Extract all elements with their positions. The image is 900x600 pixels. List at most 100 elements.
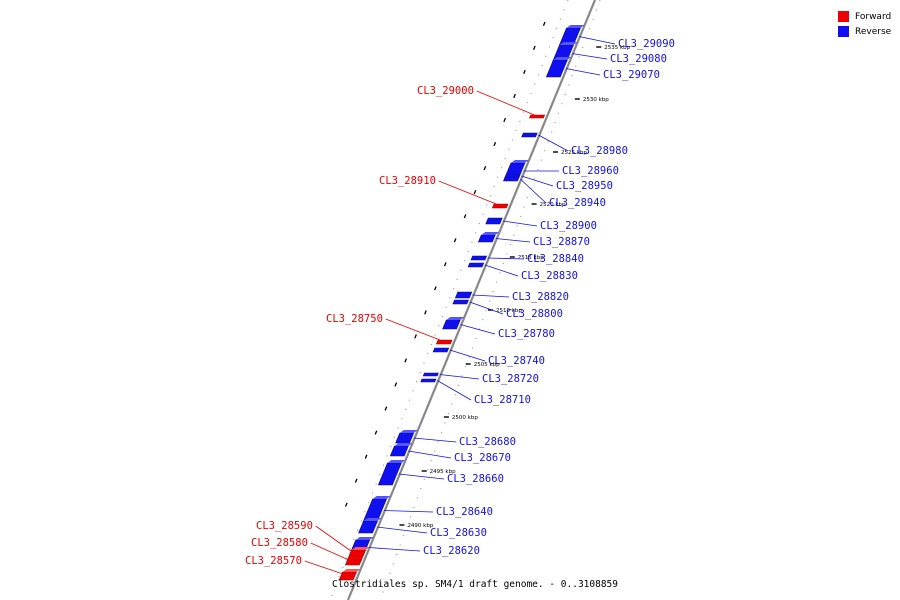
gene-leader-line xyxy=(438,180,502,207)
gene-shape xyxy=(422,372,439,377)
scale-tick-label: 2520 kbp xyxy=(540,202,566,208)
gene-leader-line xyxy=(439,374,480,380)
genome-title: Clostridiales sp. SM4/1 draft genome. - … xyxy=(332,579,618,590)
gene-feature xyxy=(467,262,485,268)
gene-shape xyxy=(395,432,415,444)
gene-feature xyxy=(344,559,362,566)
gene-label: CL3_28780 xyxy=(498,328,555,340)
gene-leader-line xyxy=(310,542,355,563)
gene-shape xyxy=(346,549,367,562)
gene-label: CL3_28910 xyxy=(379,175,436,187)
gene-label: CL3_28660 xyxy=(447,473,504,485)
gene-feature xyxy=(545,57,572,78)
gene-leader-line xyxy=(538,134,569,152)
gene-label: CL3_29000 xyxy=(417,85,474,97)
gene-label: CL3_28870 xyxy=(533,236,590,248)
gene-feature xyxy=(559,25,585,46)
gene-label: CL3_28630 xyxy=(430,527,487,539)
legend-reverse: Reverse xyxy=(838,24,891,39)
gene-shape xyxy=(389,445,409,457)
gene-label: CL3_28840 xyxy=(527,253,584,265)
gene-leader-line xyxy=(495,238,531,243)
gene-label: CL3_28620 xyxy=(423,545,480,557)
gene-shape-top xyxy=(553,57,572,60)
scale-tick-label: 2515 kbp xyxy=(518,255,544,261)
gene-label: CL3_28680 xyxy=(459,436,516,448)
gene-feature xyxy=(442,317,465,330)
gene-label: CL3_28940 xyxy=(549,197,606,209)
gene-feature xyxy=(420,378,437,383)
gene-shape-top xyxy=(351,547,370,550)
gene-label: CL3_28710 xyxy=(474,394,531,406)
gene-leader-line xyxy=(469,301,504,315)
legend-forward-label: Forward xyxy=(855,11,892,22)
gene-shape-top xyxy=(372,496,391,499)
gene-leader-line xyxy=(472,294,510,298)
gene-shape xyxy=(470,255,488,261)
gene-leader-line xyxy=(315,525,358,556)
scale-tick-label: 2535 kbp xyxy=(604,45,630,51)
gene-label: CL3_28830 xyxy=(521,270,578,282)
gene-shape xyxy=(454,291,473,299)
gene-leader-line xyxy=(565,68,601,76)
gene-leader-line xyxy=(520,178,547,204)
gene-label: CL3_29080 xyxy=(610,53,667,65)
gene-shape xyxy=(377,462,402,486)
gene-label: CL3_28950 xyxy=(556,180,613,192)
gene-label: CL3_28800 xyxy=(506,308,563,320)
gene-leader-line xyxy=(502,220,538,227)
scale-tick-label: 2525 kbp xyxy=(561,150,587,156)
gene-shape-top xyxy=(399,430,418,433)
gene-label: CL3_28820 xyxy=(512,291,569,303)
gene-shape xyxy=(467,262,485,268)
legend-reverse-label: Reverse xyxy=(855,26,892,37)
gene-feature xyxy=(358,518,382,534)
gene-shape xyxy=(521,132,538,138)
scale-tick-label: 2495 kbp xyxy=(430,469,456,475)
gene-shape-top xyxy=(559,42,578,45)
gene-leader-line xyxy=(487,257,525,260)
gene-label: CL3_29090 xyxy=(618,38,675,50)
gene-label: CL3_28960 xyxy=(562,165,619,177)
gene-label: CL3_28640 xyxy=(436,506,493,518)
gene-leader-line xyxy=(437,380,472,401)
gene-label: CL3_28670 xyxy=(454,452,511,464)
gene-leader-line xyxy=(484,264,519,277)
gene-feature xyxy=(521,132,538,138)
gene-shape-top xyxy=(481,232,500,235)
scale-tick-label: 2500 kbp xyxy=(452,415,478,421)
legend-forward: Forward xyxy=(838,9,891,24)
gene-shape xyxy=(485,217,503,225)
gene-label: CL3_28590 xyxy=(256,520,313,532)
gene-shape-top xyxy=(342,569,361,572)
gene-shape xyxy=(442,319,461,330)
gene-feature xyxy=(432,347,450,353)
gene-label: CL3_28740 xyxy=(488,355,545,367)
gene-leader-line xyxy=(476,90,539,117)
gene-shape-top xyxy=(363,518,382,521)
gene-shape xyxy=(503,176,520,182)
gene-leader-line xyxy=(398,473,445,480)
gene-label: CL3_28980 xyxy=(571,145,628,157)
gene-shape-top xyxy=(394,443,413,446)
gene-leader-line xyxy=(383,510,434,513)
gene-shape-top xyxy=(566,25,585,28)
scale-tick-label: 2530 kbp xyxy=(583,97,609,103)
gene-label: CL3_28750 xyxy=(326,313,383,325)
reverse-swatch xyxy=(838,26,849,37)
gene-feature xyxy=(454,291,473,299)
gene-shape xyxy=(452,299,469,305)
legend: Forward Reverse xyxy=(838,9,891,39)
gene-label: CL3_28720 xyxy=(482,373,539,385)
gene-leader-line xyxy=(571,53,608,60)
gene-shape-top xyxy=(387,460,406,463)
gene-shape-top xyxy=(510,160,529,163)
gene-feature xyxy=(477,232,500,243)
forward-swatch xyxy=(838,11,849,22)
gene-feature xyxy=(389,443,413,457)
gene-leader-line xyxy=(368,547,421,552)
gene-leader-line xyxy=(449,349,486,362)
gene-feature xyxy=(377,460,406,486)
gene-shape-top xyxy=(446,317,465,320)
